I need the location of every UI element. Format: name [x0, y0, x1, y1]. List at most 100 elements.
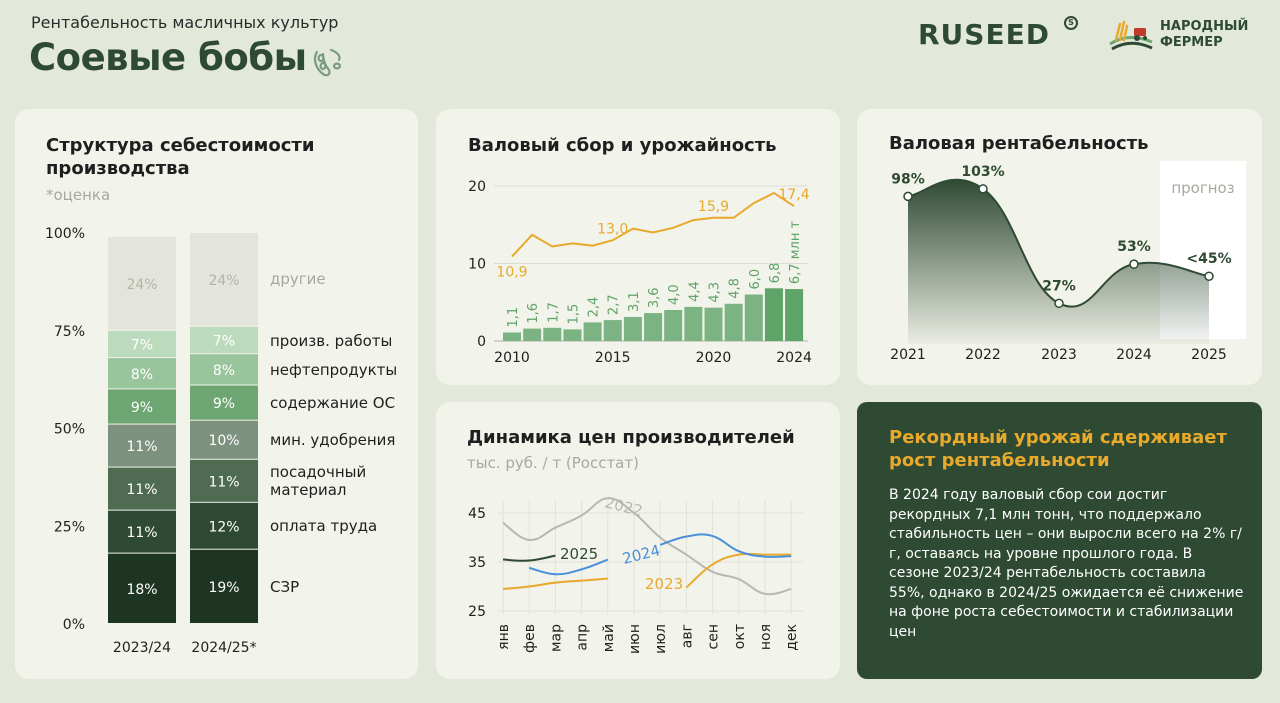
profitability-title: Валовая рентабельность	[889, 133, 1149, 154]
y-tick-label: 100%	[45, 226, 85, 242]
harvest-card: Валовый сбор и урожайность 0 10 20 1,1 1,6 1,…	[436, 109, 840, 385]
y-tick-label: 10	[468, 257, 486, 273]
production-bar-label: 4,0	[667, 284, 682, 305]
x-category-label: 2023/24	[113, 640, 171, 656]
cost-bar-segment	[190, 549, 258, 623]
cost-segment-label: 9%	[131, 400, 153, 416]
price-line-2024	[659, 533, 792, 558]
x-month-label: мар	[548, 624, 564, 652]
cost-segment-label: 11%	[126, 482, 157, 498]
cost-bar-segment	[190, 326, 258, 354]
production-bar-label: 6,7 млн т	[788, 221, 803, 285]
production-bar-label: 6,0	[748, 269, 763, 290]
narodny-fermer-logo-icon	[1109, 20, 1153, 51]
x-month-label: фев	[522, 624, 538, 653]
production-bar-label: 1,6	[526, 303, 541, 324]
cost-segment-label: 7%	[213, 334, 235, 350]
x-month-label: июл	[653, 624, 669, 654]
y-tick-label: 0%	[63, 617, 85, 633]
cost-bar-segment	[108, 389, 176, 424]
profitability-point	[1204, 271, 1214, 281]
y-tick-label: 25	[468, 604, 486, 620]
partner-line-2: ФЕРМЕР	[1160, 35, 1223, 50]
cost-bar-segment	[108, 358, 176, 389]
x-tick-label: 2025	[1191, 347, 1227, 363]
ruseed-registered-mark: S	[1064, 16, 1078, 30]
x-tick-label: 2024	[1116, 347, 1152, 363]
x-month-label: июн	[627, 624, 643, 654]
cost-segment-label: 7%	[131, 337, 153, 353]
x-tick-label: 2020	[696, 350, 732, 366]
cost-legend-label: произв. работы	[270, 331, 393, 350]
cost-structure-card: Структура себестоимости производства *оц…	[15, 109, 418, 679]
yield-line-label: 15,9	[698, 199, 729, 215]
production-bar	[583, 322, 602, 341]
production-bar-label: 1,1	[506, 307, 521, 328]
production-bar-label: 4,3	[708, 282, 723, 303]
soybean-pod-icon	[313, 48, 342, 77]
partner-line-1: НАРОДНЫЙ	[1160, 19, 1249, 34]
cost-segment-label: 11%	[126, 525, 157, 541]
price-line-2022	[502, 497, 792, 596]
x-tick-label: 2023	[1041, 347, 1077, 363]
yield-line	[511, 191, 795, 258]
y-tick-label: 50%	[54, 422, 85, 438]
production-bar	[563, 329, 582, 341]
price-line-2024	[528, 558, 609, 576]
price-line-2025	[502, 554, 556, 562]
production-bar-label: 2,4	[587, 297, 602, 318]
cost-segment-label: 24%	[126, 277, 157, 293]
summary-card: Рекордный урожай сдерживает рост рентабе…	[857, 402, 1262, 679]
forecast-label: прогноз	[1171, 179, 1234, 197]
production-bar	[623, 316, 642, 341]
production-bar	[644, 313, 663, 341]
series-label-2022: 2022	[603, 493, 644, 520]
production-bar-label: 2,7	[607, 294, 622, 315]
series-label-2023: 2023	[645, 575, 683, 593]
cost-bar-segment	[108, 510, 176, 553]
cost-segment-label: 12%	[208, 519, 239, 535]
production-bar	[764, 288, 783, 341]
profitability-area	[908, 179, 1209, 344]
cost-structure-note: *оценка	[46, 186, 111, 204]
x-month-label: ноя	[758, 624, 774, 650]
x-month-label: сен	[706, 624, 722, 649]
production-bar-label: 3,1	[627, 291, 642, 312]
harvest-chart: 0 10 20 1,1 1,6 1,7 1,5 2,4 2,7 3,1 3,6 4,0 4,4 4,3 4,…	[468, 179, 812, 366]
harvest-title: Валовый сбор и урожайность	[468, 135, 777, 156]
profitability-value-label: 27%	[1042, 278, 1076, 294]
production-bar	[503, 332, 521, 341]
cost-bar-segment	[190, 459, 258, 502]
cost-segment-label: 9%	[213, 396, 235, 412]
cost-legend-label: нефтепродукты	[270, 360, 398, 379]
cost-bar-segment	[190, 385, 258, 420]
profitability-card: Валовая рентабельность прогноз 98% 2021 103…	[857, 109, 1262, 385]
cost-segment-label: 24%	[208, 273, 239, 289]
cost-segment-label: 18%	[126, 582, 157, 598]
cost-segment-label: 8%	[131, 367, 153, 383]
cost-bar-segment	[108, 467, 176, 510]
cost-segment-label: 11%	[126, 439, 157, 455]
x-month-label: дек	[784, 624, 800, 651]
cost-segment-label: 11%	[208, 474, 239, 490]
profitability-value-label: 103%	[961, 164, 1004, 180]
profitability-chart: прогноз 98% 2021 103% 2022 27% 2023 53% 2024 <45%…	[890, 161, 1246, 363]
cost-segment-label: 8%	[213, 363, 235, 379]
production-bar-label: 1,7	[546, 302, 561, 323]
ruseed-logo: RUSEED	[918, 18, 1050, 51]
cost-bar-segment	[108, 236, 176, 330]
cost-legend-label: другие	[270, 269, 326, 288]
production-bar	[523, 328, 542, 341]
y-tick-label: 35	[468, 555, 486, 571]
y-tick-label: 25%	[54, 519, 85, 535]
cost-bar-segment	[108, 424, 176, 467]
x-tick-label: 2022	[965, 347, 1001, 363]
production-bar	[744, 294, 763, 341]
x-month-label: авг	[679, 624, 695, 648]
y-tick-label: 45	[468, 506, 486, 522]
price-line-2023	[685, 552, 792, 589]
profitability-value-label: 98%	[891, 171, 925, 187]
production-bar	[664, 310, 683, 341]
cost-segment-label: 19%	[208, 580, 239, 596]
x-tick-label: 2010	[494, 350, 530, 366]
